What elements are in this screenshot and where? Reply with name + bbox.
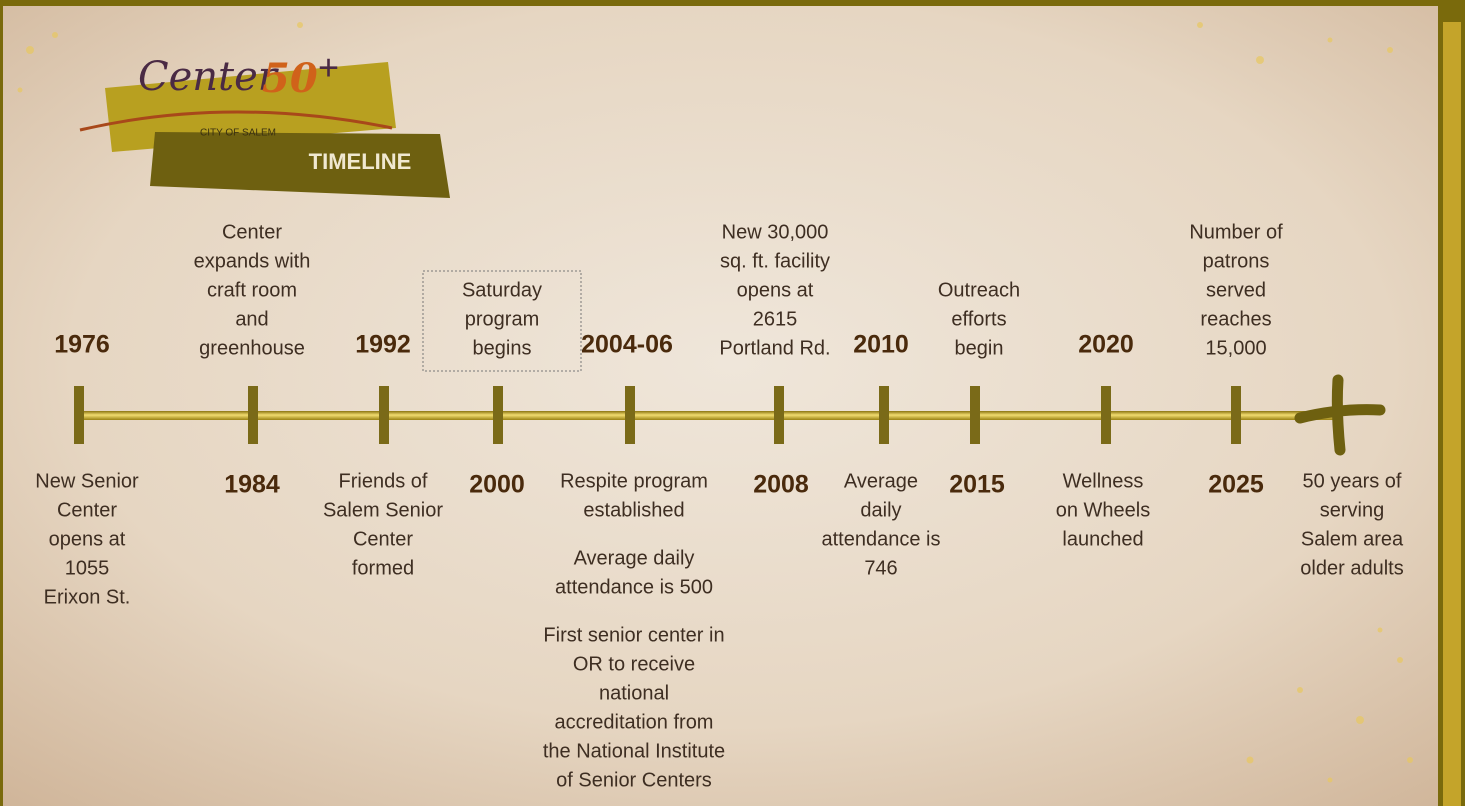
timeline-bar — [78, 411, 1340, 420]
event-note: opens at — [737, 279, 814, 301]
banner-title: TIMELINE — [309, 149, 412, 174]
event-note: attendance is — [822, 528, 941, 550]
logo-number: 50 — [262, 55, 318, 102]
event-note: attendance is 500 — [555, 576, 713, 598]
event-note: Friends of — [339, 470, 428, 492]
timeline-tick — [879, 386, 889, 444]
timeline-tick — [1101, 386, 1111, 444]
event-note: Number of — [1189, 221, 1283, 243]
event-year: 2004-06 — [581, 331, 673, 359]
event-note: Center — [57, 499, 117, 521]
event-note: and — [235, 308, 268, 330]
event-note: begins — [473, 337, 532, 359]
event-year: 1992 — [355, 331, 411, 359]
event-year: 2008 — [753, 471, 809, 499]
event-note: sq. ft. facility — [720, 250, 830, 272]
event-note: Respite program — [560, 470, 708, 492]
event-note: accreditation from — [555, 711, 714, 733]
timeline-tick — [1231, 386, 1241, 444]
right-bar — [1443, 22, 1461, 806]
event-note: Outreach — [938, 279, 1020, 301]
event-note: daily — [860, 499, 901, 521]
event-note: Average — [844, 470, 918, 492]
event-note: 2615 — [753, 308, 798, 330]
event-note: 1055 — [65, 557, 110, 579]
event-year: 2025 — [1208, 471, 1264, 499]
event-note: serving — [1320, 499, 1384, 521]
event-note: on Wheels — [1056, 499, 1151, 521]
event-year: 1984 — [224, 471, 280, 499]
event-note: served — [1206, 279, 1266, 301]
event-note: Center — [353, 528, 413, 550]
event-note: patrons — [1203, 250, 1270, 272]
event-note: program — [465, 308, 539, 330]
event-note: Average daily — [574, 547, 695, 569]
event-note: craft room — [207, 279, 297, 301]
event-year: 1976 — [54, 331, 110, 359]
event-year: 2015 — [949, 471, 1005, 499]
event-note: launched — [1062, 528, 1143, 550]
event-note: 15,000 — [1205, 337, 1266, 359]
timeline-tick — [379, 386, 389, 444]
event-note: older adults — [1300, 557, 1403, 579]
event-note: reaches — [1200, 308, 1271, 330]
event-year: 2000 — [469, 471, 525, 499]
event-note: Wellness — [1063, 470, 1144, 492]
timeline-tick — [493, 386, 503, 444]
event-note: national — [599, 682, 669, 704]
event-note: Salem area — [1301, 528, 1404, 550]
event-note: of Senior Centers — [556, 769, 712, 791]
event-note: Saturday — [462, 279, 542, 301]
event-note: 50 years of — [1303, 470, 1402, 492]
event-year: 2020 — [1078, 331, 1134, 359]
event-note: expands with — [194, 250, 311, 272]
event-note: begin — [955, 337, 1004, 359]
event-note: Center — [222, 221, 282, 243]
event-note: OR to receive — [573, 653, 695, 675]
event-note: New Senior — [35, 470, 139, 492]
event-note: the National Institute — [543, 740, 725, 762]
event-note: 746 — [864, 557, 897, 579]
left-border — [0, 0, 3, 806]
timeline-tick — [248, 386, 258, 444]
slide: Center 50 + CITY OF SALEM TIMELINE 1976 N… — [0, 0, 1465, 806]
event-note: Salem Senior — [323, 499, 443, 521]
event-note: efforts — [951, 308, 1006, 330]
logo-name: Center — [138, 54, 280, 100]
event-note: Portland Rd. — [719, 337, 830, 359]
event-note: established — [583, 499, 684, 521]
event-note: First senior center in — [543, 624, 724, 646]
event-note: New 30,000 — [722, 221, 829, 243]
timeline-tick — [74, 386, 84, 444]
logo-city: CITY OF SALEM — [200, 128, 276, 139]
logo-plus: + — [318, 47, 339, 88]
event-note: opens at — [49, 528, 126, 550]
timeline-tick — [774, 386, 784, 444]
event-note: greenhouse — [199, 337, 305, 359]
event-note: Erixon St. — [44, 586, 131, 608]
event-year: 2010 — [853, 331, 909, 359]
timeline-tick — [625, 386, 635, 444]
timeline-tick — [970, 386, 980, 444]
event-note: formed — [352, 557, 414, 579]
top-border — [0, 0, 1465, 6]
